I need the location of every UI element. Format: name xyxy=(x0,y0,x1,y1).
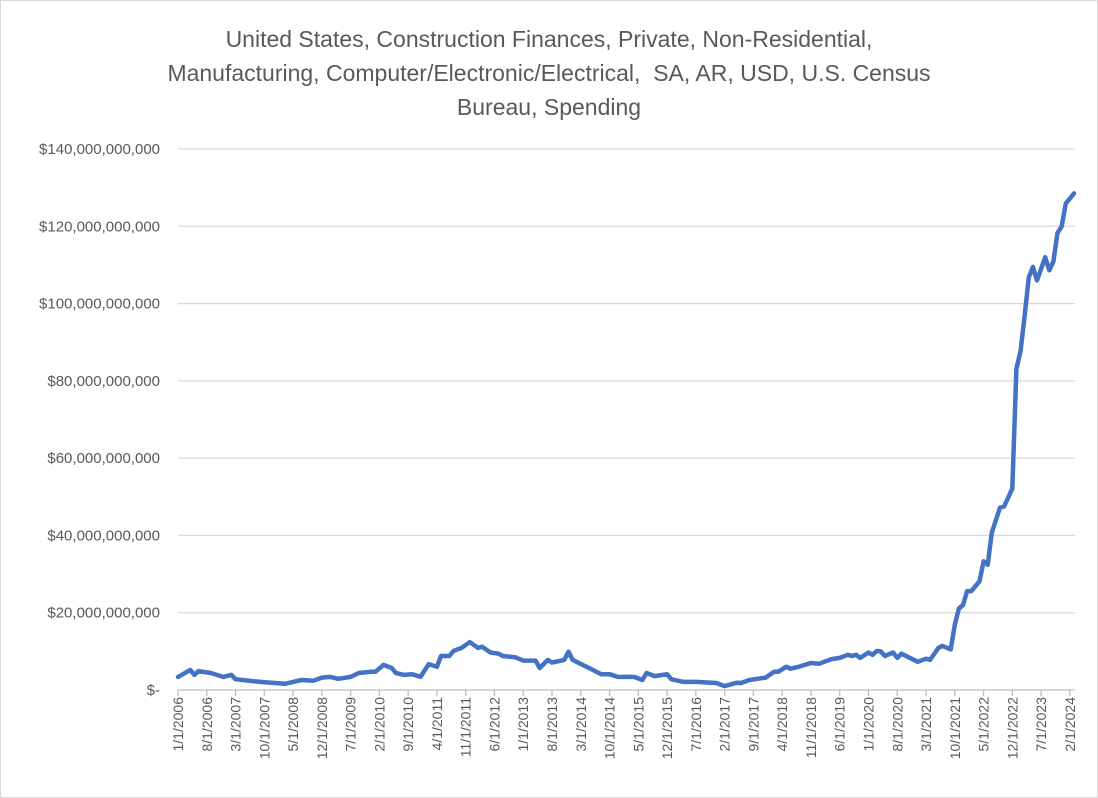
x-tick-label: 8/1/2006 xyxy=(199,697,215,752)
x-tick-label: 12/1/2022 xyxy=(1004,697,1020,759)
y-tick-label: $140,000,000,000 xyxy=(39,141,160,158)
chart-title-line-3: Bureau, Spending xyxy=(456,94,642,120)
x-tick-label: 5/1/2022 xyxy=(976,697,992,752)
x-tick-label: 4/1/2018 xyxy=(774,697,790,752)
chart-title: United States, Construction Finances, Pr… xyxy=(0,22,1098,124)
x-tick-label: 1/1/2020 xyxy=(860,697,876,752)
x-tick-label: 2/1/2010 xyxy=(371,697,387,752)
x-tick-label: 3/1/2007 xyxy=(228,697,244,752)
x-tick-label: 5/1/2008 xyxy=(285,697,301,752)
x-tick-label: 1/1/2013 xyxy=(515,697,531,752)
x-tick-label: 7/1/2016 xyxy=(688,697,704,752)
x-tick-label: 3/1/2021 xyxy=(918,697,934,752)
y-tick-label: $80,000,000,000 xyxy=(47,373,160,390)
x-tick-label: 12/1/2008 xyxy=(314,697,330,759)
chart-title-line-1: United States, Construction Finances, Pr… xyxy=(225,26,873,52)
y-tick-label: $120,000,000,000 xyxy=(39,218,160,235)
x-tick-label: 2/1/2024 xyxy=(1062,697,1078,752)
x-tick-label: 5/1/2015 xyxy=(630,697,646,752)
x-tick-label: 3/1/2014 xyxy=(573,697,589,752)
x-tick-label: 8/1/2020 xyxy=(889,697,905,752)
x-tick-label: 8/1/2013 xyxy=(544,697,560,752)
x-tick-label: 6/1/2012 xyxy=(486,697,502,752)
x-tick-label: 10/1/2007 xyxy=(256,697,272,759)
y-tick-label: $40,000,000,000 xyxy=(47,527,160,544)
x-tick-label: 11/1/2011 xyxy=(458,697,474,757)
x-tick-label: 11/1/2018 xyxy=(803,697,819,758)
x-tick-label: 7/1/2009 xyxy=(343,697,359,752)
y-tick-label: $100,000,000,000 xyxy=(39,296,160,313)
x-tick-label: 4/1/2011 xyxy=(429,697,445,751)
x-tick-label: 1/1/2006 xyxy=(170,697,186,752)
y-tick-label: $- xyxy=(147,682,160,699)
x-tick-label: 7/1/2023 xyxy=(1033,697,1049,752)
x-tick-label: 6/1/2019 xyxy=(832,697,848,752)
y-tick-label: $20,000,000,000 xyxy=(47,605,160,622)
x-tick-label: 10/1/2014 xyxy=(602,697,618,759)
x-tick-label: 2/1/2017 xyxy=(717,697,733,752)
y-tick-label: $60,000,000,000 xyxy=(47,450,160,467)
x-tick-label: 10/1/2021 xyxy=(947,697,963,759)
x-tick-label: 9/1/2010 xyxy=(400,697,416,752)
chart-title-line-2: Manufacturing, Computer/Electronic/Elect… xyxy=(167,60,931,86)
x-tick-label: 12/1/2015 xyxy=(659,697,675,759)
x-tick-label: 9/1/2017 xyxy=(745,697,761,752)
